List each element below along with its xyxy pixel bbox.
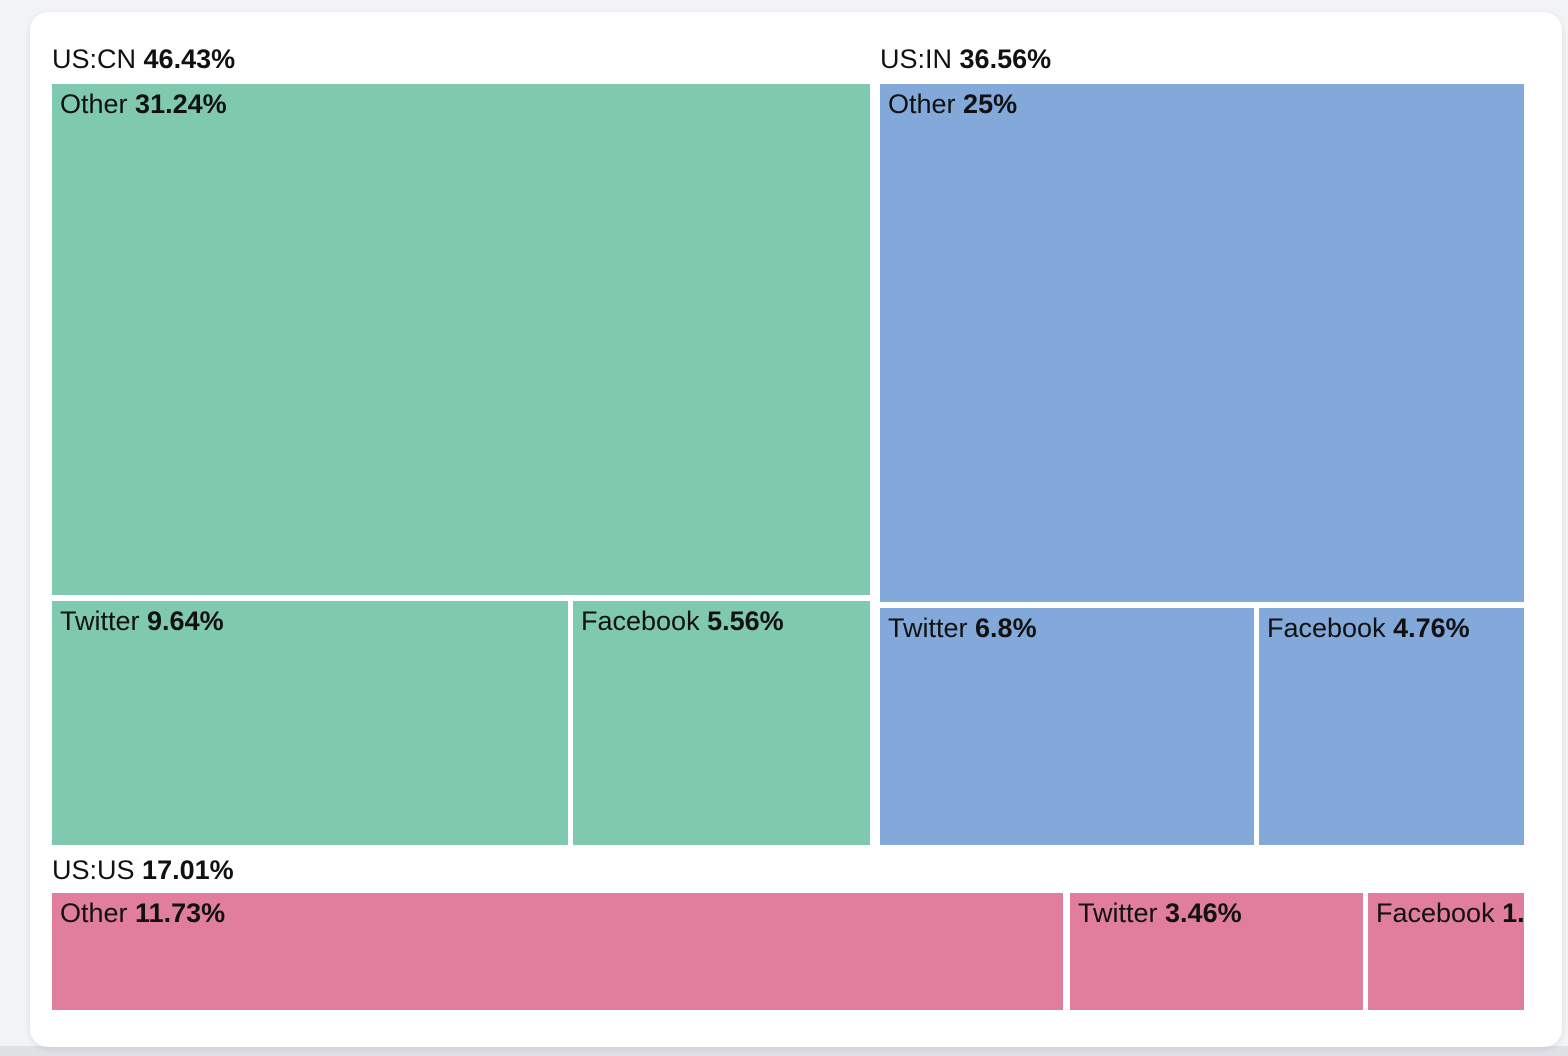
- treemap-cell-us-us-twitter[interactable]: Twitter 3.46%: [1070, 893, 1363, 1010]
- cell-label: Facebook 5.56%: [581, 606, 784, 636]
- cell-label: Facebook 4.76%: [1267, 613, 1470, 643]
- treemap-chart-card: US:CN 46.43% Other 31.24% Twitter 9.64% …: [30, 12, 1562, 1047]
- treemap-group-label-us-us[interactable]: US:US 17.01%: [52, 853, 234, 887]
- cell-label: Twitter 6.8%: [888, 613, 1037, 643]
- treemap-cell-us-in-facebook[interactable]: Facebook 4.76%: [1259, 608, 1524, 845]
- group-name: US:CN: [52, 44, 137, 74]
- cell-label: Facebook 1.81%: [1376, 898, 1524, 928]
- cell-label: Other 11.73%: [60, 898, 226, 928]
- treemap-cell-us-in-twitter[interactable]: Twitter 6.8%: [880, 608, 1254, 845]
- treemap-group-label-us-in[interactable]: US:IN 36.56%: [880, 42, 1051, 76]
- group-name: US:US: [52, 855, 135, 885]
- cell-label: Other 25%: [888, 89, 1018, 119]
- group-value: 36.56%: [959, 44, 1052, 74]
- treemap-cell-us-cn-facebook[interactable]: Facebook 5.56%: [573, 601, 870, 845]
- cell-label: Twitter 9.64%: [60, 606, 224, 636]
- treemap-cell-us-in-other[interactable]: Other 25%: [880, 84, 1524, 602]
- treemap-cell-us-cn-twitter[interactable]: Twitter 9.64%: [52, 601, 568, 845]
- bottom-strip: [0, 1046, 1568, 1056]
- cell-label: Twitter 3.46%: [1078, 898, 1242, 928]
- treemap-cell-us-cn-other[interactable]: Other 31.24%: [52, 84, 870, 595]
- group-name: US:IN: [880, 44, 953, 74]
- group-value: 46.43%: [143, 44, 236, 74]
- group-value: 17.01%: [142, 855, 234, 885]
- cell-label: Other 31.24%: [60, 89, 227, 119]
- treemap-cell-us-us-facebook[interactable]: Facebook 1.81%: [1368, 893, 1524, 1010]
- treemap-group-label-us-cn[interactable]: US:CN 46.43%: [52, 42, 235, 76]
- treemap-cell-us-us-other[interactable]: Other 11.73%: [52, 893, 1063, 1010]
